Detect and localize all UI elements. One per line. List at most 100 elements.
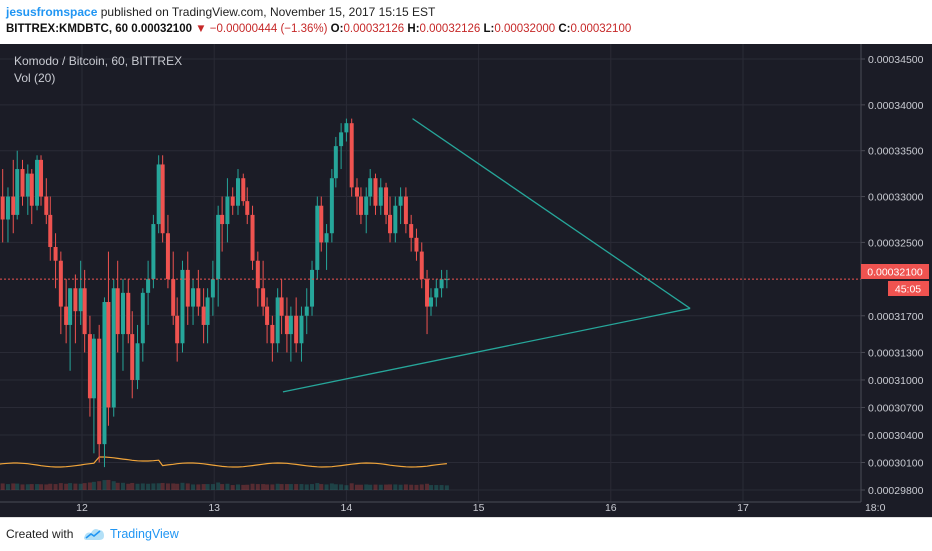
volume-bar bbox=[135, 483, 140, 490]
volume-bar bbox=[403, 484, 408, 490]
change-value: −0.00000444 (−1.36%) bbox=[209, 23, 328, 35]
candle-body bbox=[11, 196, 16, 215]
volume-bar bbox=[398, 484, 403, 490]
candle-body bbox=[434, 288, 439, 298]
volume-bar bbox=[304, 484, 309, 490]
high-value: 0.00032126 bbox=[419, 23, 481, 35]
volume-bar bbox=[196, 484, 201, 490]
chart-header: jesusfromspace published on TradingView.… bbox=[0, 0, 932, 42]
volume-bar bbox=[115, 482, 120, 490]
time-tick-label: 14 bbox=[341, 502, 353, 514]
footer: Created with TradingView bbox=[0, 517, 932, 551]
candle-body bbox=[0, 196, 5, 220]
last-price-badge: 0.00032100 bbox=[867, 267, 923, 279]
created-with-label: Created with bbox=[6, 527, 74, 541]
candle-body bbox=[393, 205, 398, 234]
trendline-upper[interactable] bbox=[412, 118, 691, 309]
volume-bar bbox=[255, 484, 260, 490]
volume-bar bbox=[270, 484, 275, 490]
candle-body bbox=[140, 292, 145, 344]
volume-bar bbox=[439, 485, 444, 490]
candle-body bbox=[284, 315, 289, 335]
ohlc-line: BITTREX:KMDBTC, 60 0.00032100 ▼ −0.00000… bbox=[6, 23, 631, 35]
volume-bar bbox=[429, 485, 434, 490]
volume-bar bbox=[171, 483, 176, 490]
price-axis[interactable]: 0.00034500 0.00034000 0.00033500 0.00033000… bbox=[861, 54, 924, 497]
time-tick-label: 12 bbox=[76, 502, 88, 514]
trendline-lower[interactable] bbox=[282, 307, 691, 393]
candle-body bbox=[425, 279, 430, 307]
price-tick-label: 0.00030400 bbox=[868, 430, 924, 442]
volume-bar bbox=[284, 484, 289, 490]
price-tick-label: 0.00034000 bbox=[868, 100, 924, 112]
candle-body bbox=[333, 146, 338, 179]
volume-bar bbox=[358, 484, 363, 490]
candle-body bbox=[329, 178, 334, 234]
time-tick-label: 17 bbox=[737, 502, 749, 514]
price-tick-label: 0.00031000 bbox=[868, 375, 924, 387]
candle-body bbox=[180, 269, 185, 344]
chart-area[interactable]: 0.00034500 0.00034000 0.00033500 0.00033000… bbox=[0, 44, 932, 517]
candle-body bbox=[5, 196, 10, 220]
volume-bar bbox=[324, 484, 329, 490]
volume-bar bbox=[245, 484, 250, 490]
price-tick-label: 0.00031700 bbox=[868, 311, 924, 323]
price-chart[interactable]: 0.00034500 0.00034000 0.00033500 0.00033000… bbox=[0, 44, 932, 517]
candle-body bbox=[344, 123, 349, 133]
candle-body bbox=[165, 233, 170, 280]
volume-bar bbox=[11, 483, 16, 490]
candle-body bbox=[64, 306, 69, 325]
candle-body bbox=[279, 297, 284, 316]
candle-body bbox=[156, 164, 161, 225]
time-axis[interactable]: 12 13 14 15 16 17 18:0 bbox=[76, 502, 885, 514]
candle-body bbox=[39, 159, 44, 197]
candle-body bbox=[364, 196, 369, 215]
candle-body bbox=[82, 288, 87, 335]
volume-bar bbox=[419, 484, 424, 490]
candle-body bbox=[398, 196, 403, 206]
publish-line: jesusfromspace published on TradingView.… bbox=[6, 5, 435, 19]
time-tick-label: 18:0 bbox=[865, 502, 886, 514]
candle-body bbox=[185, 269, 190, 307]
candle-body bbox=[220, 214, 225, 225]
grid bbox=[0, 44, 876, 502]
volume-bar bbox=[279, 484, 284, 490]
candle-body bbox=[241, 178, 246, 202]
candle-body bbox=[288, 315, 293, 335]
candle-body bbox=[78, 288, 83, 312]
volume-bar bbox=[120, 482, 125, 490]
candle-body bbox=[444, 279, 449, 281]
volume-bar bbox=[288, 484, 293, 490]
volume-bar bbox=[126, 483, 131, 490]
volume-bar bbox=[102, 480, 107, 490]
triangle-trendlines[interactable] bbox=[282, 118, 691, 393]
tradingview-logo-icon[interactable] bbox=[82, 526, 106, 542]
volume-bar bbox=[409, 484, 414, 490]
candle-body bbox=[44, 196, 49, 215]
candle-body bbox=[265, 306, 270, 325]
symbol-label: BITTREX:KMDBTC, 60 bbox=[6, 23, 129, 35]
volume-bar bbox=[146, 483, 151, 490]
time-tick-label: 16 bbox=[605, 502, 617, 514]
open-label: O: bbox=[330, 23, 344, 35]
volume-bar bbox=[140, 483, 145, 490]
candle-body bbox=[255, 260, 260, 289]
author-link[interactable]: jesusfromspace bbox=[6, 5, 98, 19]
tradingview-brand-link[interactable]: TradingView bbox=[110, 527, 179, 541]
volume-bar bbox=[0, 483, 5, 490]
candle-body bbox=[270, 324, 275, 344]
candle-body bbox=[135, 343, 140, 380]
candle-body bbox=[299, 315, 304, 344]
volume-bar bbox=[235, 484, 240, 490]
candle-body bbox=[225, 196, 230, 225]
candle-body bbox=[201, 306, 206, 325]
candle-body bbox=[97, 338, 102, 445]
volume-bar bbox=[310, 484, 315, 490]
volume-bar bbox=[299, 484, 304, 490]
price-tick-label: 0.00029800 bbox=[868, 485, 924, 497]
candle-body bbox=[304, 306, 309, 316]
candle-body bbox=[68, 288, 73, 325]
volume-bar bbox=[29, 484, 34, 490]
candle-body bbox=[250, 214, 255, 261]
close-value: 0.00032100 bbox=[570, 23, 632, 35]
